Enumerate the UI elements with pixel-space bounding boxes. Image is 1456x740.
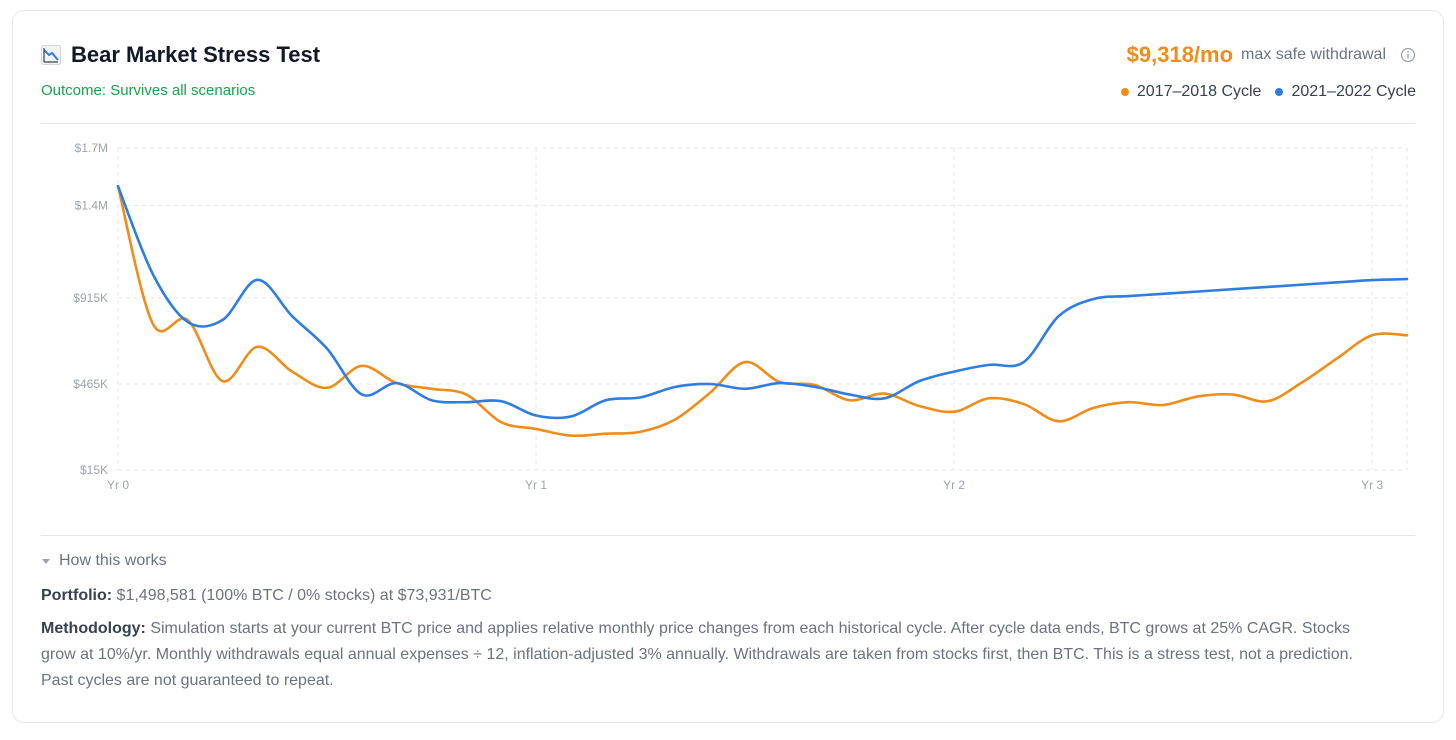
legend-label-2021: 2021–2022 Cycle: [1291, 83, 1416, 100]
series-line-2017: [116, 184, 1409, 438]
legend-dot-2017: [1120, 88, 1129, 96]
line-chart: $15K $465K $915K $1.4M $1.7M Yr 0 Yr 1 Yr 2 Yr 3: [73, 141, 1409, 492]
x-tick-label: Yr 2: [943, 478, 965, 492]
info-icon[interactable]: [1400, 47, 1416, 63]
how-this-works-toggle[interactable]: How this works: [41, 552, 167, 570]
chart-decreasing-icon: [41, 45, 61, 65]
legend-label-2017: 2017–2018 Cycle: [1136, 83, 1262, 100]
outcome-status: Outcome: Survives all scenarios: [41, 82, 256, 99]
chart-legend: 2017–2018 Cycle 2021–2022 Cycle: [1120, 83, 1416, 101]
series-line-2021: [116, 184, 1409, 420]
methodology-value: Simulation starts at your current BTC pr…: [41, 620, 1353, 689]
legend-item-2021: 2021–2022 Cycle: [1275, 83, 1416, 101]
withdrawal-amount: $9,318/mo: [1126, 42, 1234, 67]
page-title: Bear Market Stress Test: [71, 42, 321, 67]
x-tick-label: Yr 0: [107, 478, 129, 492]
withdrawal-summary: $9,318/mo max safe withdrawal: [1127, 42, 1416, 68]
legend-item-2017: 2017–2018 Cycle: [1120, 83, 1262, 101]
caret-down-icon: [42, 559, 50, 564]
title-row: Bear Market Stress Test: [41, 42, 320, 68]
how-this-works-label: How this works: [59, 552, 167, 569]
portfolio-label: Portfolio:: [41, 587, 113, 604]
x-tick-label: Yr 3: [1361, 478, 1383, 492]
portfolio-text: Portfolio: $1,498,581 (100% BTC / 0% sto…: [41, 583, 1386, 609]
x-tick-label: Yr 1: [525, 478, 547, 492]
methodology-text: Methodology: Simulation starts at your c…: [41, 616, 1386, 694]
legend-dot-2021: [1275, 88, 1284, 96]
y-tick-label: $1.7M: [75, 141, 108, 155]
y-tick-label: $465K: [73, 377, 108, 391]
header-divider: [41, 123, 1415, 124]
methodology-label: Methodology:: [41, 620, 146, 637]
y-tick-label: $915K: [73, 291, 108, 305]
chart-divider: [41, 535, 1415, 536]
y-tick-label: $1.4M: [75, 198, 108, 212]
withdrawal-label: max safe withdrawal: [1241, 46, 1386, 63]
stress-test-card: [12, 10, 1444, 723]
portfolio-value: $1,498,581 (100% BTC / 0% stocks) at $73…: [116, 587, 492, 604]
y-tick-label: $15K: [80, 463, 108, 477]
